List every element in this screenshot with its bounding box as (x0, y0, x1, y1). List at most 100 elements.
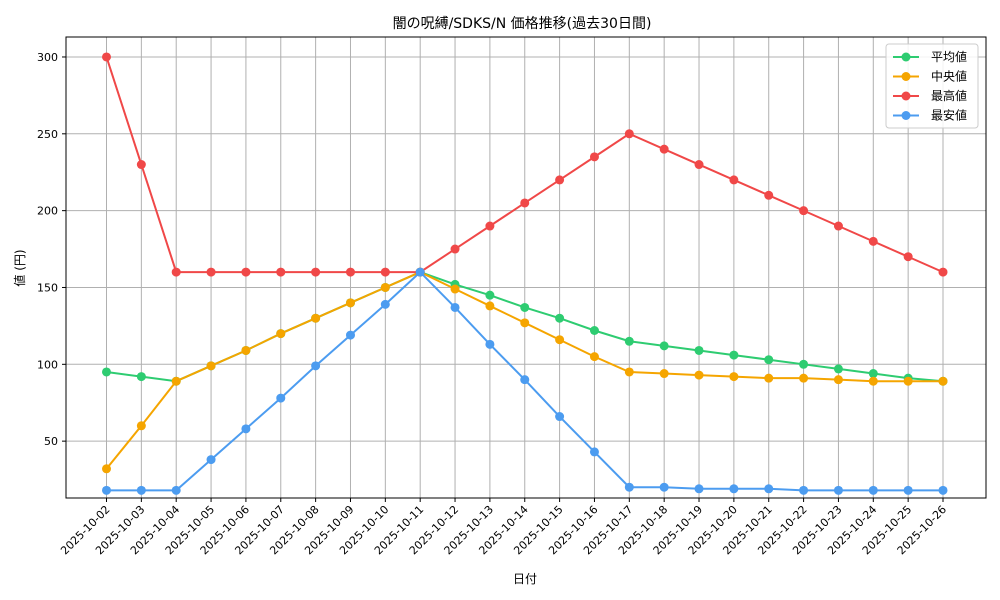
data-point (555, 175, 565, 185)
x-axis: 2025-10-022025-10-032025-10-042025-10-05… (58, 498, 949, 557)
data-point (345, 298, 355, 308)
data-point (833, 364, 843, 374)
data-point (729, 350, 739, 360)
y-tick-label: 300 (37, 51, 58, 64)
chart-title: 闇の呪縛/SDKS/N 価格推移(過去30日間) (393, 15, 652, 32)
data-point (241, 267, 251, 277)
data-point (764, 373, 774, 383)
data-point (102, 485, 111, 495)
data-point (102, 464, 111, 474)
data-point (276, 267, 286, 277)
data-point (729, 175, 739, 185)
data-point (729, 372, 739, 382)
data-point (624, 482, 634, 492)
data-point (171, 376, 181, 386)
data-point (136, 160, 146, 170)
data-point (799, 359, 809, 369)
data-point (311, 313, 321, 323)
data-point (276, 393, 286, 403)
y-tick-label: 50 (44, 435, 58, 448)
series-1 (102, 267, 948, 474)
data-point (589, 352, 599, 362)
data-point (868, 369, 878, 379)
series-3 (102, 267, 948, 495)
legend-item: 最安値 (893, 108, 967, 123)
legend-marker (901, 91, 911, 101)
data-point (311, 361, 321, 371)
plot-frame (65, 36, 987, 499)
data-point (450, 244, 460, 254)
legend-box (885, 43, 979, 129)
legend-item: 中央値 (893, 69, 967, 84)
data-point (102, 367, 111, 377)
legend-marker (901, 72, 911, 81)
data-point (555, 313, 565, 323)
data-point (206, 267, 216, 277)
data-point (868, 236, 878, 246)
data-point (485, 301, 495, 311)
y-axis-label: 値 (円) (12, 249, 27, 286)
data-point (903, 252, 913, 262)
legend-item: 最高値 (893, 88, 967, 103)
data-point (485, 221, 495, 231)
data-point (694, 160, 704, 170)
data-point (380, 282, 390, 292)
data-point (241, 424, 251, 434)
data-point (136, 372, 146, 382)
series-layer (102, 52, 948, 495)
data-point (450, 302, 460, 312)
data-point (520, 302, 530, 312)
data-point (589, 152, 599, 162)
legend-item: 平均値 (893, 49, 967, 64)
data-point (345, 267, 355, 277)
grid (66, 37, 986, 498)
data-point (241, 345, 251, 355)
data-point (694, 484, 704, 494)
data-point (555, 335, 565, 345)
data-point (764, 190, 774, 200)
data-point (868, 485, 878, 495)
data-point (694, 370, 704, 380)
data-point (799, 373, 809, 383)
data-point (171, 485, 181, 495)
data-point (938, 267, 948, 277)
legend-label: 最高値 (931, 88, 967, 103)
data-point (380, 267, 390, 277)
data-point (520, 198, 530, 208)
legend-marker (901, 111, 911, 120)
data-point (380, 299, 390, 309)
data-point (311, 267, 321, 277)
data-point (659, 369, 669, 379)
data-point (485, 290, 495, 300)
data-point (555, 412, 565, 422)
x-axis-label: 日付 (513, 572, 537, 586)
legend-label: 中央値 (931, 69, 967, 84)
data-point (833, 375, 843, 385)
data-point (276, 329, 286, 339)
legend-marker (901, 52, 911, 62)
data-point (659, 482, 669, 492)
data-point (729, 484, 739, 494)
data-point (450, 284, 460, 294)
data-point (102, 52, 111, 62)
data-point (938, 376, 948, 386)
data-point (171, 267, 181, 277)
data-point (764, 484, 774, 494)
legend-label: 平均値 (931, 49, 967, 64)
data-point (799, 485, 809, 495)
data-point (206, 455, 216, 465)
data-point (903, 376, 913, 386)
data-point (589, 326, 599, 336)
data-point (589, 447, 599, 457)
legend-label: 最安値 (931, 108, 967, 123)
data-point (206, 361, 216, 371)
data-point (520, 318, 530, 328)
data-point (764, 355, 774, 365)
data-point (345, 330, 355, 340)
y-tick-label: 200 (37, 205, 58, 218)
data-point (659, 144, 669, 154)
data-point (833, 221, 843, 231)
data-point (938, 485, 948, 495)
y-tick-label: 150 (37, 281, 58, 294)
